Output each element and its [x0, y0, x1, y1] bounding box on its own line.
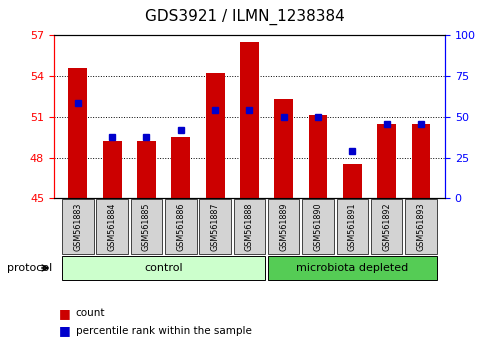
Text: GSM561883: GSM561883 [73, 202, 82, 251]
FancyBboxPatch shape [130, 199, 162, 254]
Text: GSM561893: GSM561893 [416, 202, 425, 251]
Bar [308, 115, 327, 198]
Text: GSM561887: GSM561887 [210, 202, 219, 251]
FancyBboxPatch shape [96, 199, 128, 254]
Text: count: count [76, 308, 105, 318]
Text: microbiota depleted: microbiota depleted [296, 263, 407, 273]
FancyBboxPatch shape [302, 199, 333, 254]
Bar [274, 99, 292, 198]
FancyBboxPatch shape [267, 199, 299, 254]
Bar [411, 124, 429, 198]
Bar [171, 137, 190, 198]
Text: GSM561889: GSM561889 [279, 202, 287, 251]
Bar [376, 124, 395, 198]
FancyBboxPatch shape [267, 256, 436, 280]
FancyBboxPatch shape [336, 199, 367, 254]
Bar [137, 141, 156, 198]
FancyBboxPatch shape [233, 199, 264, 254]
Text: control: control [144, 263, 183, 273]
Text: ■: ■ [59, 307, 70, 320]
Text: GSM561884: GSM561884 [107, 202, 117, 251]
Text: GSM561891: GSM561891 [347, 202, 356, 251]
Bar [342, 164, 361, 198]
Text: GSM561892: GSM561892 [381, 202, 390, 251]
Text: GSM561890: GSM561890 [313, 202, 322, 251]
Text: GSM561886: GSM561886 [176, 202, 185, 251]
FancyBboxPatch shape [199, 199, 230, 254]
Text: GDS3921 / ILMN_1238384: GDS3921 / ILMN_1238384 [144, 9, 344, 25]
FancyBboxPatch shape [405, 199, 436, 254]
Text: percentile rank within the sample: percentile rank within the sample [76, 326, 251, 336]
Text: GSM561885: GSM561885 [142, 202, 151, 251]
FancyBboxPatch shape [62, 199, 93, 254]
Text: ■: ■ [59, 325, 70, 337]
Bar [68, 68, 87, 198]
Text: GSM561888: GSM561888 [244, 202, 253, 251]
Bar [240, 42, 258, 198]
FancyBboxPatch shape [370, 199, 402, 254]
Bar [102, 141, 122, 198]
Text: protocol: protocol [7, 263, 53, 273]
FancyBboxPatch shape [62, 256, 264, 280]
FancyBboxPatch shape [164, 199, 196, 254]
Bar [205, 73, 224, 198]
